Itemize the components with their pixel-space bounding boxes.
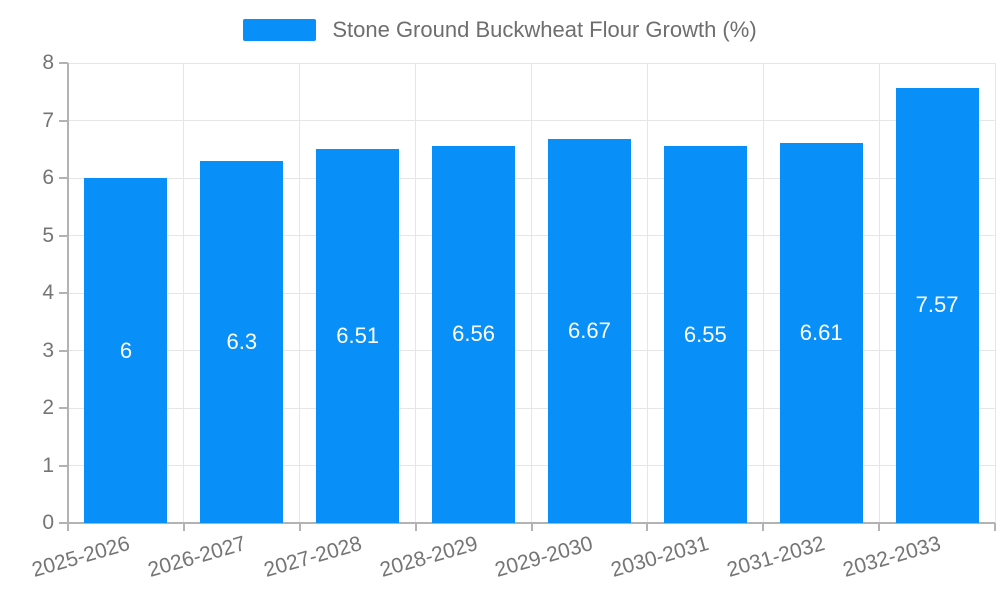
x-tick-mark bbox=[878, 523, 881, 531]
x-tick-mark bbox=[994, 523, 996, 531]
x-tick-mark bbox=[414, 523, 417, 531]
y-tick-mark bbox=[59, 177, 68, 179]
y-tick-mark bbox=[59, 464, 68, 467]
y-axis-line bbox=[67, 63, 69, 531]
y-tick-mark bbox=[59, 407, 68, 409]
legend: Stone Ground Buckwheat Flour Growth (%) bbox=[0, 16, 1000, 44]
bar-value-label: 6.61 bbox=[799, 319, 843, 345]
v-gridline bbox=[183, 63, 185, 523]
y-tick-label: 1 bbox=[42, 453, 54, 477]
v-gridline bbox=[878, 63, 880, 523]
bar[interactable]: 6.61 bbox=[779, 142, 863, 523]
bar-value-label: 6.67 bbox=[568, 318, 611, 344]
bar[interactable]: 6.67 bbox=[547, 139, 631, 523]
x-tick-mark bbox=[298, 523, 301, 531]
y-tick-label: 0 bbox=[42, 511, 54, 534]
x-tick-mark bbox=[646, 523, 649, 531]
v-gridline bbox=[299, 63, 301, 523]
y-tick-label: 8 bbox=[42, 51, 54, 74]
bar-value-label: 6.56 bbox=[452, 321, 495, 347]
y-tick-label: 2 bbox=[42, 396, 54, 419]
v-gridline bbox=[994, 63, 996, 523]
v-gridline bbox=[762, 63, 764, 523]
legend-label: Stone Ground Buckwheat Flour Growth (%) bbox=[332, 17, 757, 42]
v-gridline bbox=[415, 63, 417, 523]
y-tick-label: 6 bbox=[42, 166, 54, 189]
bar[interactable]: 6.51 bbox=[316, 148, 400, 523]
y-tick-label: 7 bbox=[42, 108, 54, 132]
x-tick-mark bbox=[530, 523, 533, 531]
y-tick-mark bbox=[59, 292, 68, 294]
bar[interactable]: 6.55 bbox=[663, 146, 747, 523]
bar[interactable]: 6 bbox=[84, 178, 168, 523]
y-tick-mark bbox=[59, 62, 68, 64]
y-tick-mark bbox=[59, 349, 68, 352]
legend-item[interactable]: Stone Ground Buckwheat Flour Growth (%) bbox=[243, 16, 757, 44]
bar-value-label: 7.57 bbox=[915, 292, 959, 318]
bar-value-label: 6.51 bbox=[336, 322, 380, 348]
v-gridline bbox=[646, 63, 648, 523]
bar-value-label: 6.3 bbox=[226, 328, 258, 354]
v-gridline bbox=[531, 63, 532, 523]
x-tick-mark bbox=[182, 523, 185, 531]
y-tick-label: 3 bbox=[42, 338, 54, 362]
x-tick-mark bbox=[762, 523, 765, 531]
y-tick-mark bbox=[59, 234, 68, 237]
legend-swatch-icon bbox=[243, 19, 317, 41]
x-axis-line bbox=[59, 522, 995, 524]
y-tick-label: 5 bbox=[42, 223, 54, 247]
bar-value-label: 6.55 bbox=[683, 321, 727, 347]
bar[interactable]: 6.56 bbox=[432, 145, 516, 523]
y-tick-mark bbox=[59, 119, 68, 122]
bar[interactable]: 6.3 bbox=[200, 160, 284, 523]
y-tick-label: 4 bbox=[42, 281, 54, 304]
bar[interactable]: 7.57 bbox=[895, 87, 979, 523]
bar-value-label: 6 bbox=[119, 337, 133, 363]
